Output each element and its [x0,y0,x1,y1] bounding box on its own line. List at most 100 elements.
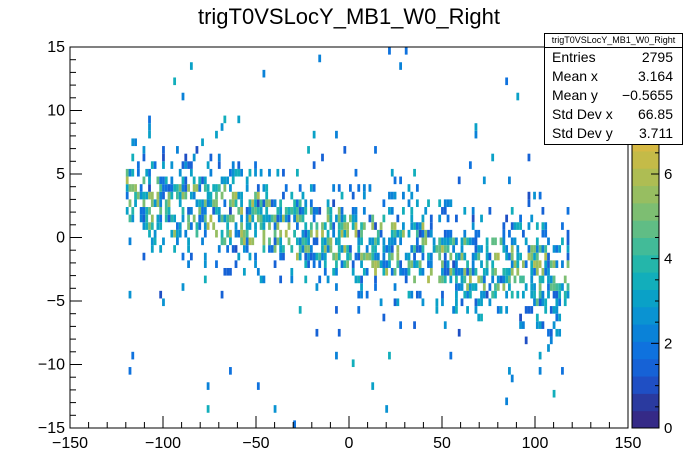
heatmap-cell [399,260,403,268]
heatmap-cell [198,214,202,223]
heatmap-cell [220,191,224,200]
heatmap-cell [519,321,522,329]
heatmap-cell [427,199,430,208]
heatmap-cell [357,252,361,261]
heatmap-cell [312,161,316,169]
heatmap-cell [231,176,235,185]
heatmap-cell [153,229,157,238]
heatmap-cell [413,252,416,261]
heatmap-cell [254,168,257,177]
heatmap-cell [337,229,341,238]
heatmap-cell [223,184,227,192]
heatmap-cell [268,237,271,246]
heatmap-cell [335,260,338,268]
chart-title: trigT0VSLocY_MB1_W0_Right [197,4,501,29]
heatmap-cell [309,252,313,261]
heatmap-cell [446,214,450,223]
heatmap-cell [254,252,257,261]
heatmap-cell [354,168,358,177]
heatmap-cell [510,290,514,299]
heatmap-cell [547,275,550,284]
heatmap-cell [262,214,266,223]
heatmap-cell [541,229,545,238]
heatmap-cell [351,191,355,200]
heatmap-cell [390,245,394,253]
heatmap-cell [254,207,257,215]
heatmap-cell [351,222,355,230]
heatmap-cell [131,153,135,162]
heatmap-cell [332,184,336,192]
heatmap-cell [245,176,249,185]
heatmap-cell [357,245,361,253]
heatmap-cell [301,237,305,246]
heatmap-cell [329,237,333,246]
heatmap-cell [237,229,241,238]
heatmap-cell [402,222,405,230]
heatmap-cell [304,245,308,253]
heatmap-cell [187,222,190,230]
heatmap-cell [404,267,408,276]
heatmap-cell [159,199,163,208]
heatmap-cell [184,161,188,169]
stats-box-title: trigT0VSLocY_MB1_W0_Right [545,34,682,48]
heatmap-cell [203,176,207,185]
heatmap-cell [229,267,232,276]
heatmap-cell [449,252,453,261]
heatmap-cell [371,260,375,268]
heatmap-cell [446,199,450,208]
heatmap-cell [245,237,249,246]
heatmap-cell [365,252,369,261]
heatmap-cell [256,199,260,208]
heatmap-cell [240,214,243,223]
heatmap-cell [234,168,238,177]
heatmap-cell [337,245,341,253]
heatmap-cell [315,328,319,337]
heatmap-cell [162,153,165,162]
heatmap-cell [251,214,255,223]
heatmap-cell [561,237,564,246]
heatmap-cell [471,283,475,291]
heatmap-cell [159,191,163,200]
heatmap-cell [547,252,550,261]
heatmap-cell [206,382,210,390]
heatmap-cell [496,283,500,291]
heatmap-cell [282,191,285,200]
heatmap-cell [455,275,458,284]
heatmap-cell [538,245,542,253]
heatmap-cell [335,267,338,276]
heatmap-cell [321,153,324,162]
heatmap-cell [544,306,548,314]
heatmap-cell [142,191,146,200]
heatmap-cell [530,306,534,314]
heatmap-cell [533,260,536,268]
heatmap-cell [273,245,277,253]
heatmap-cell [463,275,467,284]
heatmap-cell [438,245,442,253]
heatmap-cell [510,267,514,276]
heatmap-cell [150,199,154,208]
heatmap-cell [471,222,475,230]
heatmap-cell [307,229,310,238]
heatmap-cell [555,260,559,268]
color-scale-band [632,393,659,412]
heatmap-cell [402,207,405,215]
heatmap-cell [312,237,316,246]
heatmap-cell [432,237,436,246]
heatmap-cell [170,176,174,185]
heatmap-cell [262,222,266,230]
heatmap-cell [335,351,338,360]
heatmap-cell [429,214,433,223]
heatmap-cell [282,168,285,177]
heatmap-cell [468,161,472,169]
y-axis: −15 −10 −5 0 5 10 15 [38,39,82,437]
heatmap-cell [164,184,168,192]
heatmap-cell [290,207,294,215]
heatmap-cell [491,290,495,299]
heatmap-cell [379,222,383,230]
heatmap-cell [393,237,397,246]
heatmap-cell [460,237,464,246]
heatmap-cell [245,222,249,230]
heatmap-cell [304,207,308,215]
heatmap-cell [335,252,338,261]
heatmap-cell [312,252,316,261]
